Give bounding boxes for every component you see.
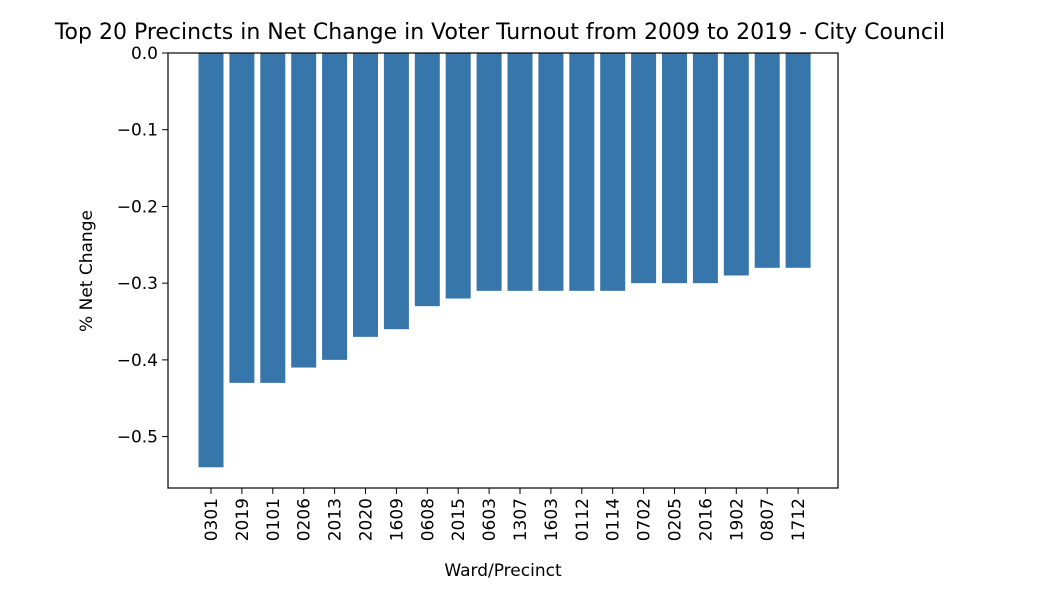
- bar-0206: [291, 53, 317, 368]
- bar-2013: [322, 53, 348, 360]
- x-tick-label: 0608: [418, 498, 438, 541]
- bar-1603: [538, 53, 564, 291]
- bar-0608: [414, 53, 440, 307]
- bar-1609: [383, 53, 409, 330]
- x-tick-label: 0114: [604, 498, 624, 541]
- x-tick-label: 1609: [387, 498, 407, 541]
- x-tick-label: 0112: [573, 498, 593, 541]
- y-tick-label: 0.0: [131, 44, 158, 64]
- plot-frame: [167, 52, 839, 489]
- bar-0603: [476, 53, 502, 291]
- bars-group: [198, 53, 811, 468]
- x-tick-label: 0301: [202, 498, 222, 541]
- x-tick-label: 1603: [542, 498, 562, 541]
- bar-1307: [507, 53, 533, 291]
- bar-1712: [785, 53, 811, 268]
- bar-2020: [353, 53, 378, 337]
- x-tick-label: 2013: [326, 498, 346, 541]
- x-axis-ticks: 0301 2019 0101 0206 2013 2020 1609 0608 2015 0603…: [202, 488, 809, 541]
- y-tick-label: −0.5: [117, 428, 158, 448]
- x-tick-label: 1712: [789, 498, 809, 541]
- y-axis-label: % Net Change: [77, 210, 97, 332]
- bar-2015: [445, 53, 471, 299]
- bar-0101: [260, 53, 286, 383]
- y-tick-label: −0.4: [117, 351, 158, 371]
- x-tick-label: 2016: [696, 498, 716, 541]
- x-tick-label: 2015: [449, 498, 469, 541]
- x-axis-label: Ward/Precinct: [444, 561, 562, 581]
- x-tick-label: 0807: [758, 498, 778, 541]
- x-tick-label: 1307: [511, 498, 531, 541]
- bar-0112: [569, 53, 595, 291]
- bar-0807: [754, 53, 780, 268]
- bar-0114: [600, 53, 626, 291]
- x-tick-label: 1902: [727, 498, 747, 541]
- bar-1902: [723, 53, 749, 276]
- x-tick-label: 0702: [635, 498, 655, 541]
- bar-0205: [662, 53, 687, 284]
- bar-2016: [692, 53, 718, 284]
- x-tick-label: 2020: [357, 498, 377, 541]
- y-axis-ticks: 0.0 −0.1 −0.2 −0.3 −0.4 −0.5: [117, 44, 168, 448]
- x-tick-label: 0205: [666, 498, 686, 541]
- bar-0301: [198, 53, 224, 468]
- x-tick-label: 0603: [480, 498, 500, 541]
- y-tick-label: −0.1: [117, 121, 158, 141]
- y-tick-label: −0.3: [117, 274, 158, 294]
- chart-title: Top 20 Precincts in Net Change in Voter …: [54, 20, 945, 45]
- x-tick-label: 0206: [295, 498, 315, 541]
- x-tick-label: 2019: [233, 498, 253, 541]
- bar-0702: [631, 53, 657, 284]
- y-tick-label: −0.2: [117, 197, 158, 217]
- x-tick-label: 0101: [264, 498, 284, 541]
- bar-2019: [229, 53, 255, 383]
